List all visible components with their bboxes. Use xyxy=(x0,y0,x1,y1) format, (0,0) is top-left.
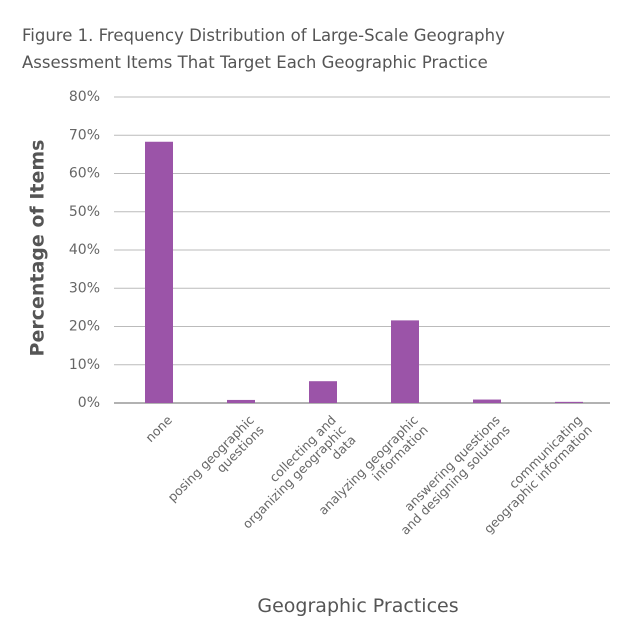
chart-title: Figure 1. Frequency Distribution of Larg… xyxy=(22,26,505,72)
y-tick-label: 70% xyxy=(69,127,100,143)
bar xyxy=(145,141,173,403)
y-axis-label: Percentage of Items xyxy=(27,140,49,357)
bar xyxy=(555,401,583,403)
bar xyxy=(391,320,419,403)
y-tick-label: 60% xyxy=(69,166,100,182)
y-tick-label: 0% xyxy=(78,395,100,411)
y-tick-label: 40% xyxy=(69,242,100,258)
y-tick-label: 30% xyxy=(69,280,100,296)
x-axis-label: Geographic Practices xyxy=(257,595,459,617)
bar xyxy=(473,399,501,403)
y-tick-label: 20% xyxy=(69,319,100,335)
bar xyxy=(309,381,337,403)
y-tick-label: 50% xyxy=(69,204,100,220)
bar xyxy=(227,399,255,403)
y-tick-label: 10% xyxy=(69,357,100,373)
y-tick-label: 80% xyxy=(69,89,100,105)
